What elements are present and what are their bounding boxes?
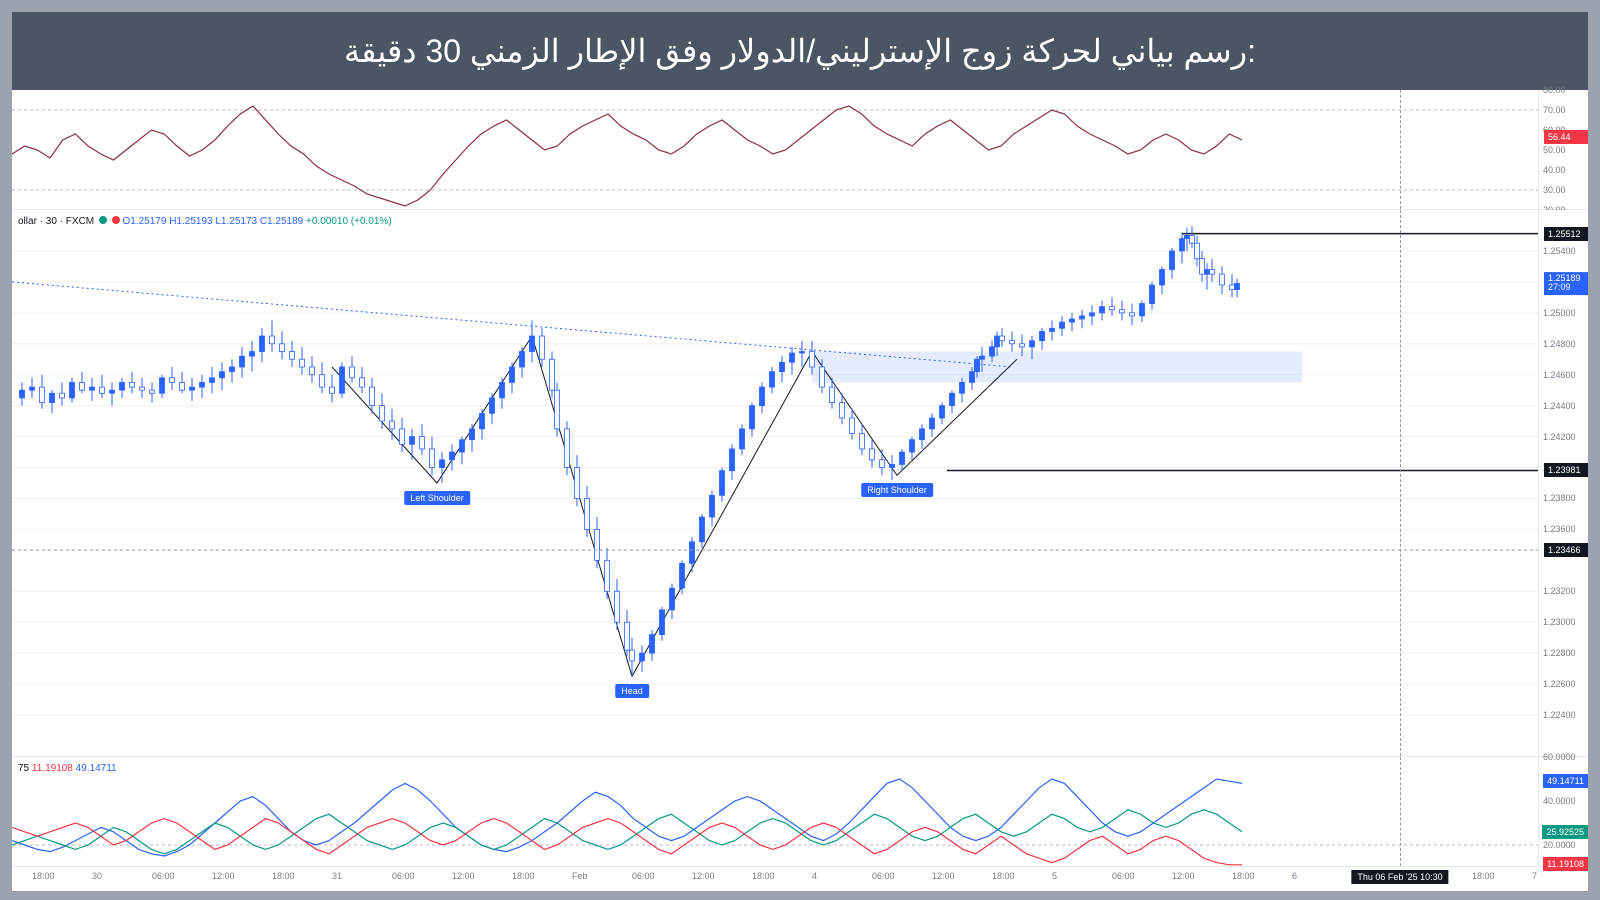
time-axis: 18:00 30 06:00 12:00 18:00 31 06:00 12:00 18:00 F… [12,867,1588,891]
crosshair-time-badge: Thu 06 Feb '25 10:30 [1351,870,1448,884]
time-label: 5 [1052,871,1057,881]
time-label: 12:00 [932,871,955,881]
chart-frame: رسم بياني لحركة زوج الإسترليني/الدولار و… [12,12,1588,888]
adx-panel[interactable]: 75 11.19108 49.14711 60.000040.000020.00… [12,757,1588,867]
time-label: 31 [332,871,342,881]
crosshair [1400,757,1401,866]
time-label: 06:00 [392,871,415,881]
rsi-panel[interactable]: 80.0070.0060.0050.0040.0030.0020.0056.44 [12,90,1588,210]
time-label: 12:00 [212,871,235,881]
adx-info: 75 11.19108 49.14711 [18,763,117,774]
time-label: 18:00 [512,871,535,881]
price-yaxis: 1.254001.252001.250001.248001.246001.244… [1538,210,1588,756]
rsi-yaxis: 80.0070.0060.0050.0040.0030.0020.0056.44 [1538,90,1588,209]
time-label: 12:00 [452,871,475,881]
pattern-label-left_shoulder: Left Shoulder [404,491,470,505]
time-label: 06:00 [632,871,655,881]
chart-area[interactable]: 80.0070.0060.0050.0040.0030.0020.0056.44… [12,90,1588,891]
pattern-label-right_shoulder: Right Shoulder [861,483,933,497]
time-label: 6 [1292,871,1297,881]
time-label: 4 [812,871,817,881]
pattern-label-head: Head [615,684,649,698]
time-label: 06:00 [1112,871,1135,881]
time-label: 12:00 [692,871,715,881]
adx-chart [12,757,1588,866]
time-label: 18:00 [32,871,55,881]
price-panel[interactable]: ollar · 30 · FXCM O1.25179 H1.25193 L1.2… [12,210,1588,757]
time-label: 06:00 [152,871,175,881]
time-label: Feb [572,871,588,881]
title-bar: رسم بياني لحركة زوج الإسترليني/الدولار و… [12,12,1588,90]
time-label: 06:00 [872,871,895,881]
time-label: 18:00 [752,871,775,881]
page-title: رسم بياني لحركة زوج الإسترليني/الدولار و… [344,33,1256,69]
time-label: 18:00 [1232,871,1255,881]
time-label: 30 [92,871,102,881]
time-label: 18:00 [272,871,295,881]
rsi-chart [12,90,1588,209]
adx-yaxis: 60.000040.000020.000049.1471125.9252511.… [1538,757,1588,866]
time-label: 18:00 [992,871,1015,881]
time-label: 18:00 [1472,871,1495,881]
time-label: 7 [1532,871,1537,881]
time-label: 12:00 [1172,871,1195,881]
symbol-info: ollar · 30 · FXCM O1.25179 H1.25193 L1.2… [18,216,392,227]
price-chart [12,210,1588,756]
crosshair [1400,210,1401,756]
crosshair [1400,90,1401,209]
